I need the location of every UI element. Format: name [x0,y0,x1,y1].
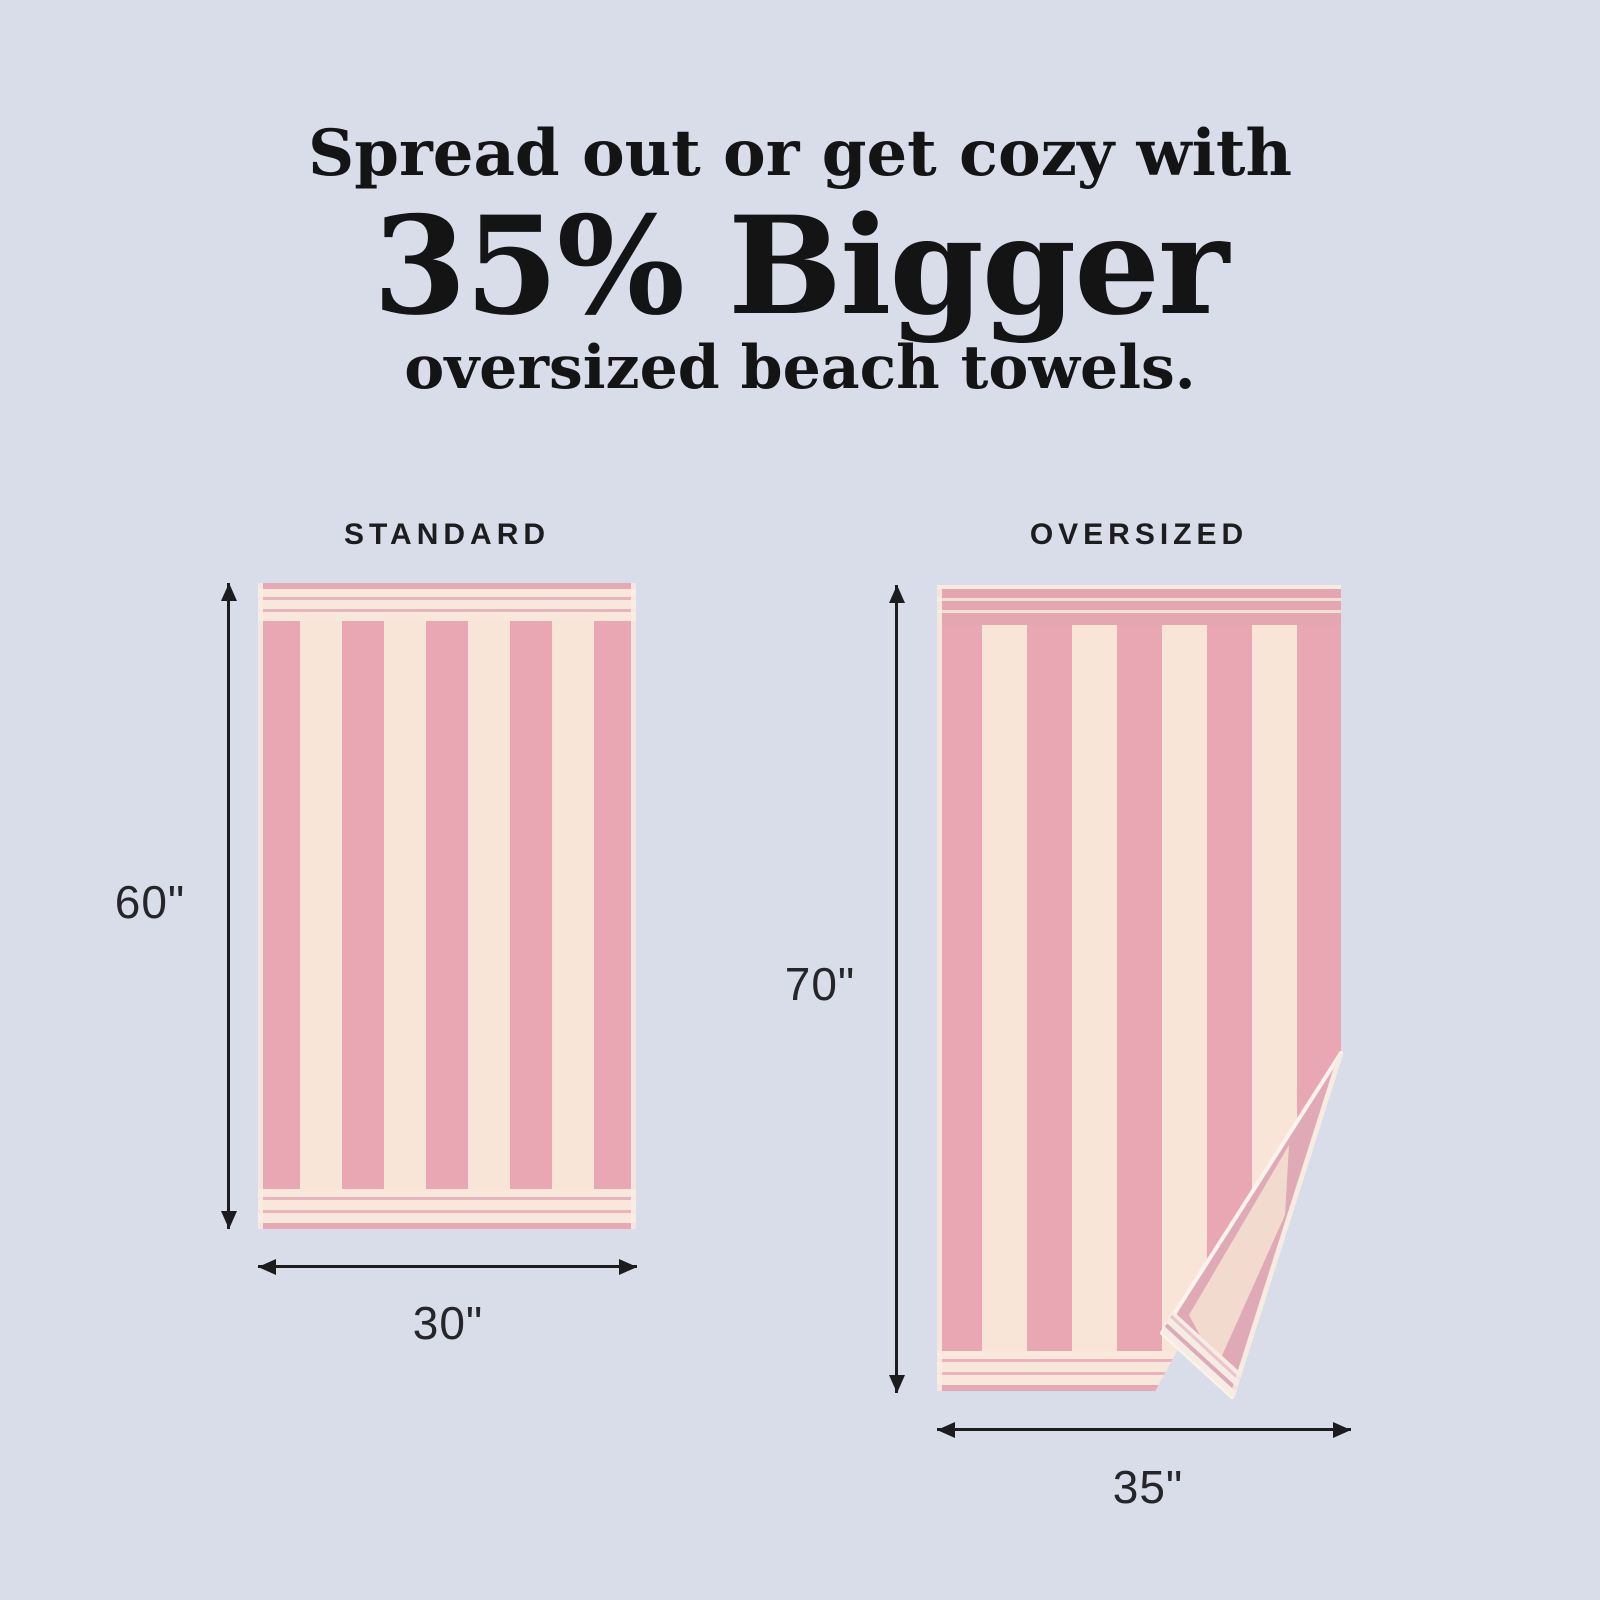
standard-label: STANDARD [343,518,551,551]
oversized-towel-left-edge [937,585,942,1391]
oversized-height-arrow [895,585,898,1393]
standard-width-arrow [258,1265,637,1268]
oversized-height-value: 70" [784,958,856,1010]
standard-towel-image [258,583,636,1229]
standard-towel-left-edge [258,583,263,1229]
headline-line-2: 35% Bigger [372,186,1229,345]
headline-line-1: Spread out or get cozy with [308,116,1292,191]
standard-towel-bottom-hem [258,1189,636,1229]
oversized-label: OVERSIZED [1029,518,1249,551]
standard-height-value: 60" [114,876,186,928]
oversized-width-value: 35" [1112,1461,1184,1513]
oversized-towel-image [937,585,1341,1391]
standard-width-value: 30" [412,1297,484,1349]
oversized-width-arrow [937,1428,1351,1431]
standard-towel-right-edge [631,583,636,1229]
standard-towel-top-hem [258,583,636,621]
headline-line-3: oversized beach towels. [404,333,1196,403]
oversized-towel-bottom-hem [937,1351,1341,1391]
standard-height-arrow [227,583,230,1229]
oversized-towel-top-hem [937,585,1341,625]
